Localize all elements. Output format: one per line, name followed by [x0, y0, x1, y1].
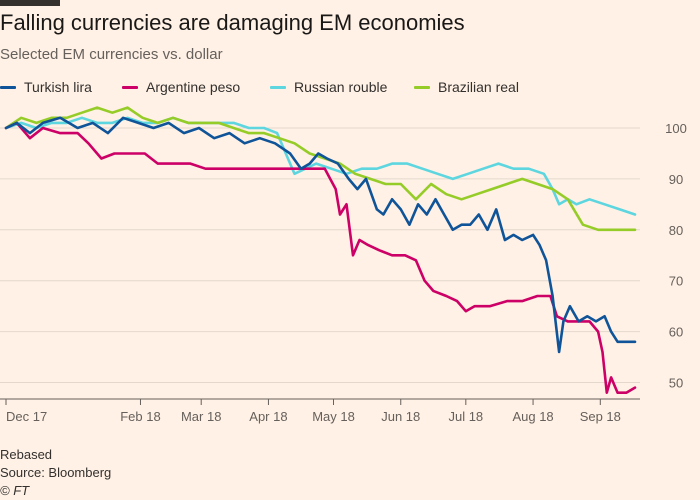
legend-item-russian-rouble: Russian rouble	[270, 79, 387, 95]
y-axis-ticks: 50 60 70 80 90 100	[665, 121, 687, 391]
y-tick-label-80: 80	[669, 223, 683, 238]
line-chart: 50 60 70 80 90 100 Dec 17 Feb 18 Mar 18 Apr 18 Ma…	[0, 106, 687, 424]
legend-swatch-argentine-peso	[122, 85, 138, 89]
footnote-rebased: Rebased	[0, 447, 53, 462]
x-tick-label-dec-17: Dec 17	[6, 409, 47, 424]
y-tick-label-100: 100	[665, 121, 687, 136]
chart-subtitle: Selected EM currencies vs. dollar	[0, 46, 223, 63]
source-note: Source: Bloomberg	[0, 465, 112, 480]
x-tick-label-mar-18: Mar 18	[181, 409, 221, 424]
series-line-turkish-lira	[4, 116, 637, 354]
x-tick-label-jul-18: Jul 18	[448, 409, 483, 424]
x-tick-label-aug-18: Aug 18	[512, 409, 553, 424]
series-line-russian-rouble	[4, 116, 637, 216]
legend-item-turkish-lira: Turkish lira	[0, 79, 92, 95]
y-tick-label-90: 90	[669, 172, 683, 187]
series-lines	[4, 106, 637, 394]
ft-topbar	[0, 0, 60, 6]
ft-copyright: © FT	[0, 483, 30, 498]
legend-label-russian-rouble: Russian rouble	[294, 79, 388, 95]
legend-swatch-turkish-lira	[0, 85, 16, 89]
x-tick-label-sep-18: Sep 18	[580, 409, 621, 424]
legend-item-brazilian-real: Brazilian real	[414, 79, 519, 95]
x-axis: Dec 17 Feb 18 Mar 18 Apr 18 May 18 Jun 18 Jul …	[0, 398, 640, 424]
x-tick-label-may-18: May 18	[312, 409, 355, 424]
legend-swatch-brazilian-real	[414, 85, 430, 89]
y-tick-label-70: 70	[669, 274, 683, 289]
x-tick-label-jun-18: Jun 18	[381, 409, 420, 424]
legend-swatch-russian-rouble	[270, 85, 286, 89]
x-tick-label-feb-18: Feb 18	[120, 409, 160, 424]
gridlines	[0, 127, 640, 383]
series-line-argentine-peso	[4, 121, 637, 394]
x-tick-label-apr-18: Apr 18	[249, 409, 287, 424]
legend-label-brazilian-real: Brazilian real	[438, 79, 519, 95]
chart-legend: Turkish lira Argentine peso Russian roub…	[0, 79, 700, 97]
chart-title: Falling currencies are damaging EM econo…	[0, 10, 465, 35]
legend-item-argentine-peso: Argentine peso	[122, 79, 240, 95]
y-tick-label-50: 50	[669, 376, 683, 391]
legend-label-argentine-peso: Argentine peso	[146, 79, 241, 95]
y-tick-label-60: 60	[669, 325, 683, 340]
legend-label-turkish-lira: Turkish lira	[24, 79, 92, 95]
